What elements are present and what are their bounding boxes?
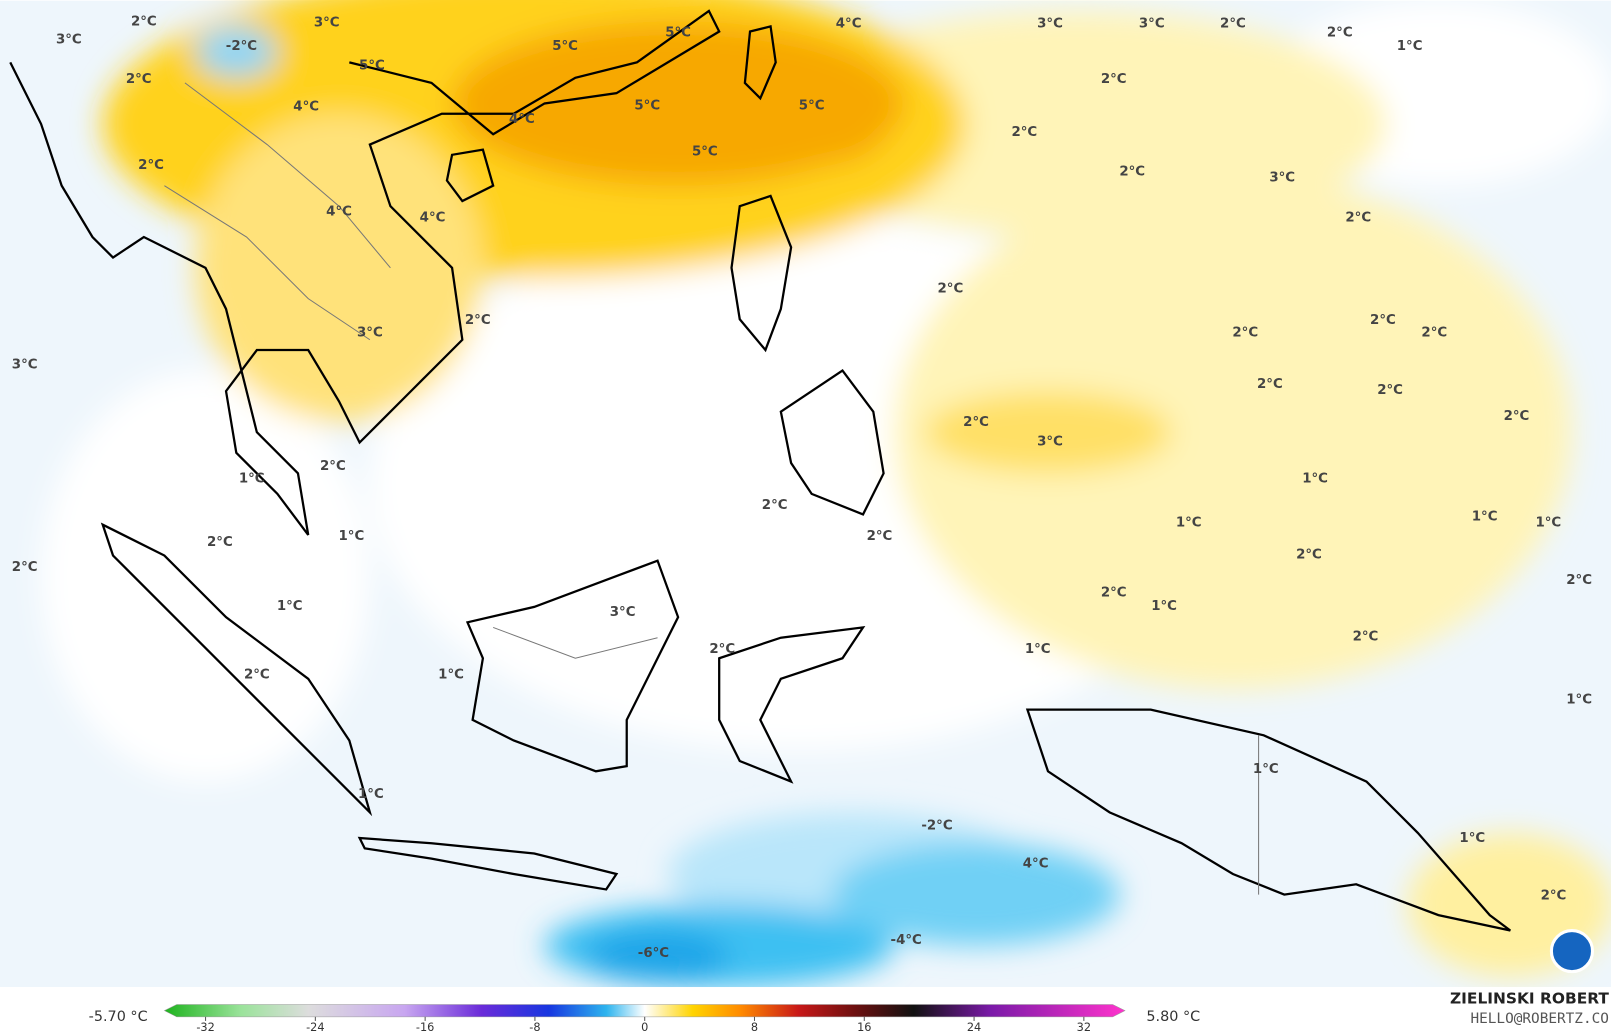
temperature-label: 1°C bbox=[239, 471, 265, 486]
colorbar-tick-label: 0 bbox=[641, 1021, 648, 1034]
temperature-label: 2°C bbox=[1011, 125, 1037, 140]
temperature-label: 2°C bbox=[1421, 326, 1447, 341]
temperature-label: 3°C bbox=[1269, 170, 1295, 185]
temperature-label: 2°C bbox=[1377, 383, 1403, 398]
temperature-label: 4°C bbox=[420, 210, 446, 225]
colorbar-tick-label: -16 bbox=[416, 1021, 434, 1034]
temperature-label: 1°C bbox=[1397, 39, 1423, 54]
temperature-label: 2°C bbox=[126, 72, 152, 87]
temperature-label: 1°C bbox=[1302, 471, 1328, 486]
temperature-label: -4°C bbox=[891, 933, 922, 948]
temperature-label: 2°C bbox=[1504, 409, 1530, 424]
temperature-label: 5°C bbox=[692, 145, 718, 160]
temperature-label: 5°C bbox=[359, 58, 385, 73]
temperature-label: 2°C bbox=[1296, 547, 1322, 562]
temperature-label: 5°C bbox=[552, 39, 578, 54]
temperature-label: 2°C bbox=[1119, 164, 1145, 179]
temperature-label: 3°C bbox=[56, 33, 82, 48]
map-field bbox=[0, 0, 1611, 988]
temperature-label: 1°C bbox=[358, 787, 384, 802]
temperature-label: 2°C bbox=[709, 642, 735, 657]
max-label: 5.80 °C bbox=[1146, 1009, 1200, 1025]
temperature-label: 2°C bbox=[12, 560, 38, 575]
temperature-label: 3°C bbox=[1037, 16, 1063, 31]
temperature-label: 5°C bbox=[634, 99, 660, 114]
temperature-label: 1°C bbox=[1176, 516, 1202, 531]
colorbar-tick-label: 24 bbox=[967, 1021, 981, 1034]
temperature-label: 4°C bbox=[1023, 857, 1049, 872]
temperature-label: 2°C bbox=[1541, 889, 1567, 904]
borders bbox=[164, 82, 1260, 895]
temperature-label: 3°C bbox=[357, 326, 383, 341]
temperature-label: 2°C bbox=[465, 313, 491, 328]
temperature-label: 2°C bbox=[1257, 377, 1283, 392]
colorbar-tick-label: 8 bbox=[751, 1021, 758, 1034]
temperature-label: 1°C bbox=[1459, 831, 1485, 846]
min-label: -5.70 °C bbox=[89, 1009, 148, 1025]
temperature-label: 1°C bbox=[339, 529, 365, 544]
temperature-label: -6°C bbox=[638, 946, 669, 961]
temperature-label: 5°C bbox=[799, 99, 825, 114]
temperature-label: 2°C bbox=[207, 535, 233, 550]
temperature-label: 3°C bbox=[610, 605, 636, 620]
temperature-label: -2°C bbox=[921, 819, 952, 834]
temperature-label: 4°C bbox=[836, 16, 862, 31]
temperature-label: 2°C bbox=[1101, 72, 1127, 87]
temperature-label: 2°C bbox=[1232, 326, 1258, 341]
temperature-label: 2°C bbox=[131, 14, 157, 29]
temperature-label: 1°C bbox=[1253, 762, 1279, 777]
temperature-label: 2°C bbox=[320, 459, 346, 474]
temperature-label: 3°C bbox=[12, 357, 38, 372]
temperature-label: 1°C bbox=[277, 599, 303, 614]
temperature-label: 2°C bbox=[762, 498, 788, 513]
temperature-label: 2°C bbox=[867, 529, 893, 544]
temperature-label: 1°C bbox=[1151, 599, 1177, 614]
colorbar-tick-label: 32 bbox=[1077, 1021, 1091, 1034]
temperature-label: 2°C bbox=[1220, 16, 1246, 31]
temperature-label: 3°C bbox=[1037, 434, 1063, 449]
noaa-logo bbox=[1549, 928, 1595, 974]
temperature-label: 2°C bbox=[1327, 26, 1353, 41]
colorbar-tick-label: -32 bbox=[196, 1021, 214, 1034]
colorbar-tick-label: 16 bbox=[857, 1021, 871, 1034]
coastlines bbox=[9, 9, 1511, 932]
temperature-label: 4°C bbox=[326, 204, 352, 219]
colorbar-scale bbox=[163, 1004, 1126, 1018]
colorbar: -32 -24 -16 -8 0 8 16 24 32 bbox=[163, 1004, 1126, 1034]
temperature-label: 1°C bbox=[1535, 516, 1561, 531]
temperature-label: 2°C bbox=[1370, 313, 1396, 328]
temperature-label: 4°C bbox=[293, 100, 319, 115]
map-labels: 2°C 3°C -2°C 3°C 5°C 5°C 4°C 3°C 3°C 2°C 2°C 1°C 2°C… bbox=[12, 14, 1592, 961]
temperature-label: -2°C bbox=[226, 39, 257, 54]
temperature-label: 2°C bbox=[1345, 210, 1371, 225]
credit-email: HELLO@ROBERTZ.CO bbox=[1470, 1011, 1608, 1027]
temperature-label: 4°C bbox=[509, 112, 535, 127]
temperature-label: 2°C bbox=[1101, 586, 1127, 601]
temperature-label: 2°C bbox=[937, 281, 963, 296]
colorbar-tick-label: -24 bbox=[306, 1021, 324, 1034]
temperature-label: 2°C bbox=[1353, 630, 1379, 645]
temperature-label: 3°C bbox=[314, 15, 340, 30]
colorbar-tick-label: -8 bbox=[529, 1021, 540, 1034]
temperature-label: 1°C bbox=[438, 668, 464, 683]
temperature-label: 2°C bbox=[138, 158, 164, 173]
credit-name: ZIELINSKI ROBERT bbox=[1450, 989, 1609, 1007]
temperature-label: 3°C bbox=[1139, 16, 1165, 31]
temperature-label: 1°C bbox=[1025, 642, 1051, 657]
temperature-label: 2°C bbox=[963, 415, 989, 430]
temperature-label: 2°C bbox=[1566, 573, 1592, 588]
temperature-label: 2°C bbox=[244, 668, 270, 683]
temperature-label: 1°C bbox=[1566, 692, 1592, 707]
temperature-label: 5°C bbox=[665, 26, 691, 41]
temperature-label: 1°C bbox=[1472, 509, 1498, 524]
